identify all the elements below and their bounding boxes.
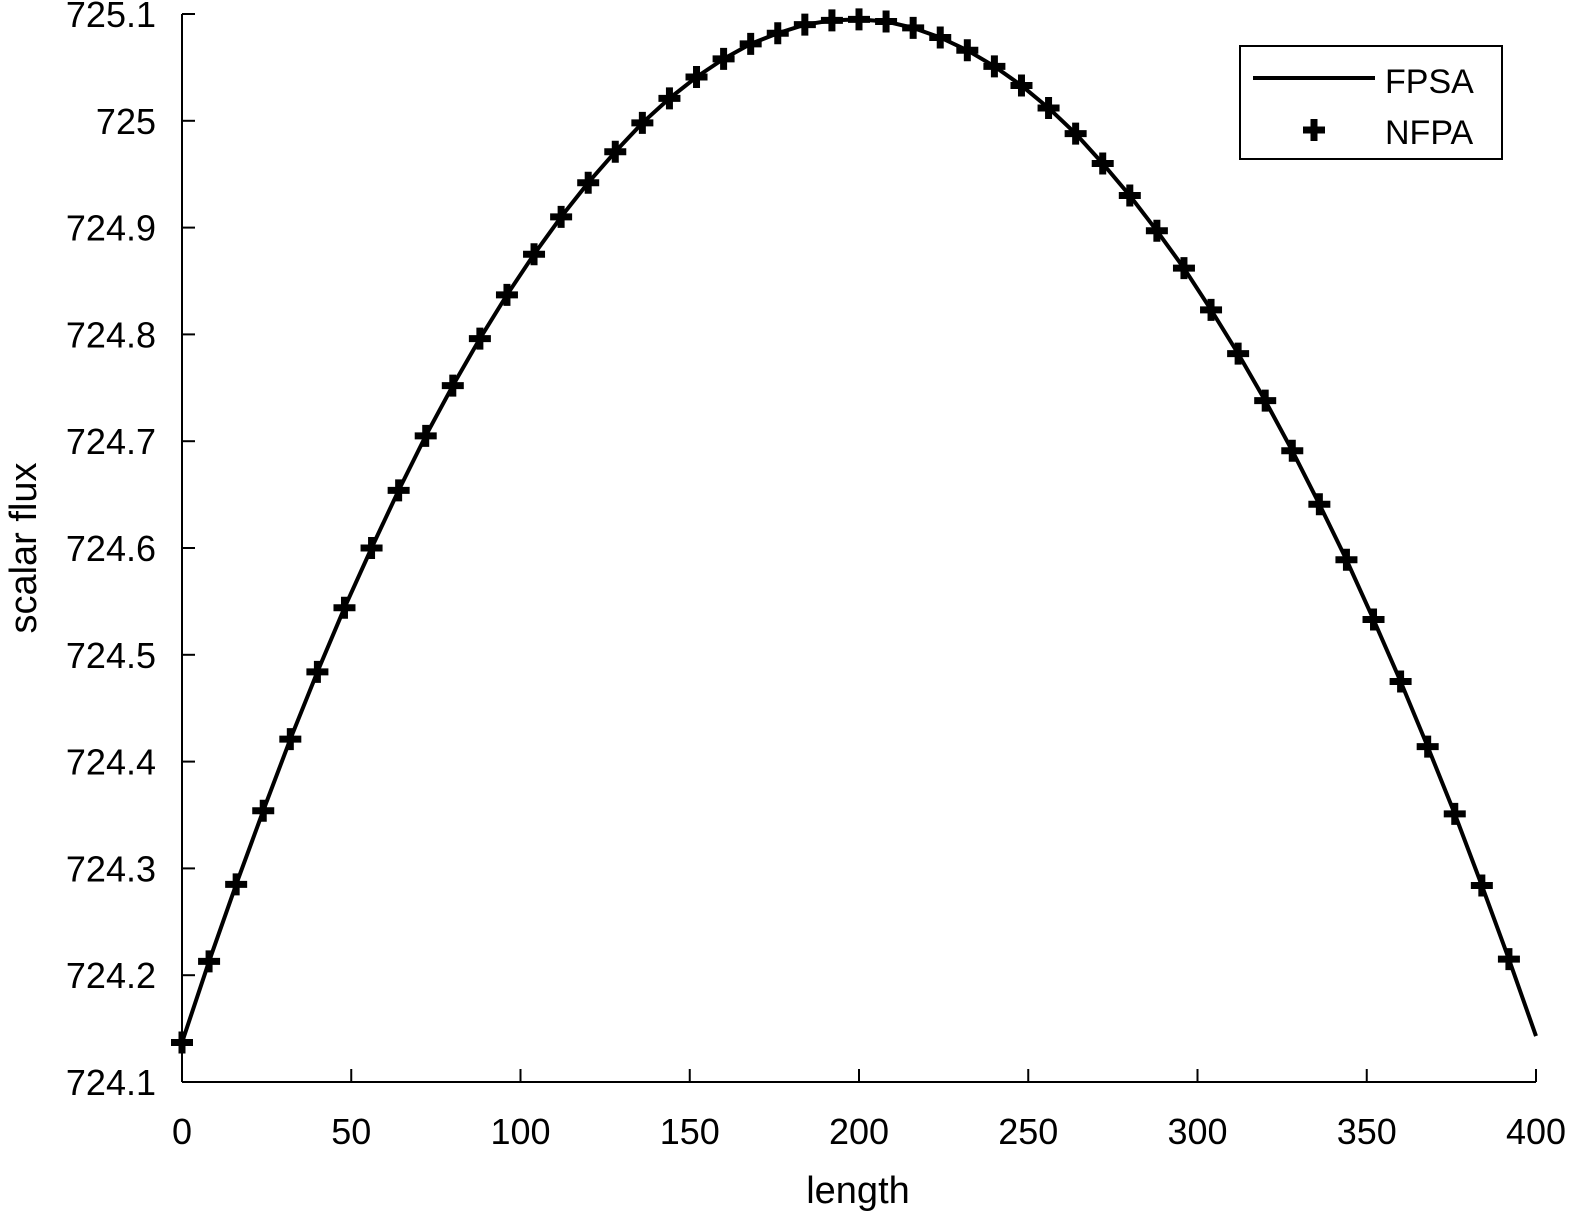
y-tick-label: 724.2: [66, 955, 156, 996]
nfpa-point: [739, 32, 762, 55]
x-tick-label: 400: [1506, 1111, 1566, 1152]
nfpa-point: [1010, 74, 1033, 97]
legend-fpsa-label: FPSA: [1385, 63, 1474, 101]
fpsa-line: [180, 17, 1538, 1044]
nfpa-point: [1118, 184, 1141, 207]
nfpa-point: [495, 283, 518, 306]
nfpa-point: [766, 22, 789, 45]
legend-nfpa-label: NFPA: [1385, 114, 1473, 152]
y-tick-label: 724.6: [66, 528, 156, 569]
nfpa-point: [685, 66, 708, 89]
nfpa-point: [848, 8, 870, 31]
nfpa-point: [956, 39, 979, 62]
nfpa-point: [1308, 493, 1331, 516]
y-tick-label: 724.1: [66, 1062, 156, 1103]
nfpa-point: [631, 111, 654, 134]
nfpa-point: [198, 950, 221, 973]
nfpa-point: [468, 327, 491, 350]
nfpa-point: [1172, 257, 1195, 280]
x-tick-label: 300: [1167, 1111, 1227, 1152]
legend-nfpa-marker-swatch: [1303, 119, 1325, 141]
nfpa-point: [1254, 389, 1277, 412]
nfpa-point: [1281, 439, 1304, 462]
series-nfpa: [171, 8, 1520, 1054]
nfpa-point: [252, 799, 275, 822]
nfpa-point: [1335, 548, 1358, 571]
nfpa-point: [171, 1031, 193, 1054]
x-tick-label: 150: [660, 1111, 720, 1152]
nfpa-point: [441, 374, 464, 397]
x-tick-label: 250: [998, 1111, 1058, 1152]
nfpa-point: [983, 55, 1006, 78]
y-tick-label: 724.3: [66, 848, 156, 889]
nfpa-point: [1443, 802, 1466, 825]
legend-box: [1239, 45, 1503, 160]
nfpa-point: [1362, 608, 1385, 631]
nfpa-point: [306, 660, 329, 683]
nfpa-point: [387, 479, 410, 502]
nfpa-point: [523, 243, 546, 266]
nfpa-point: [279, 728, 302, 751]
nfpa-point: [550, 205, 573, 228]
x-tick-label: 100: [490, 1111, 550, 1152]
x-tick-label: 0: [172, 1111, 192, 1152]
legend: FPSA NFPA: [1239, 45, 1503, 160]
x-tick-label: 350: [1337, 1111, 1397, 1152]
nfpa-point: [658, 87, 681, 110]
y-tick-label: 724.4: [66, 742, 156, 783]
legend-plus-marker: [1303, 119, 1325, 141]
nfpa-point: [225, 873, 248, 896]
x-tick-label: 50: [331, 1111, 371, 1152]
y-axis-ticks: 724.1 724.2 724.3 724.4 724.5 724.6 724.7 724.8…: [66, 0, 195, 1103]
axes: [181, 14, 1536, 1083]
nfpa-point: [1389, 670, 1412, 693]
nfpa-point: [577, 171, 600, 194]
nfpa-point: [1227, 342, 1250, 365]
nfpa-point: [1091, 152, 1114, 175]
x-axis-title: length: [806, 1170, 910, 1212]
x-tick-label: 200: [829, 1111, 889, 1152]
nfpa-point: [712, 47, 735, 70]
nfpa-point: [793, 13, 816, 36]
y-tick-label: 725: [96, 101, 156, 142]
nfpa-point: [929, 26, 952, 49]
nfpa-point: [1470, 874, 1493, 897]
nfpa-point: [1037, 96, 1060, 119]
nfpa-point: [1497, 948, 1520, 971]
nfpa-point: [902, 16, 925, 39]
nfpa-point: [875, 10, 898, 33]
y-tick-label: 724.7: [66, 421, 156, 462]
y-tick-label: 724.5: [66, 635, 156, 676]
nfpa-point: [1416, 735, 1439, 758]
y-tick-label: 725.1: [66, 0, 156, 35]
y-tick-label: 724.9: [66, 208, 156, 249]
nfpa-point: [1200, 298, 1223, 321]
nfpa-point: [360, 537, 383, 559]
y-tick-label: 724.8: [66, 314, 156, 355]
series-fpsa: [180, 17, 1538, 1044]
nfpa-point: [1145, 219, 1168, 242]
x-axis-ticks: 0 50 100 150 200 250 300 350 400: [172, 1069, 1566, 1152]
nfpa-point: [414, 424, 437, 447]
nfpa-point: [333, 596, 356, 619]
nfpa-point: [1064, 122, 1087, 145]
y-axis-title: scalar flux: [3, 462, 45, 633]
nfpa-point: [820, 9, 843, 32]
nfpa-point: [604, 140, 627, 163]
